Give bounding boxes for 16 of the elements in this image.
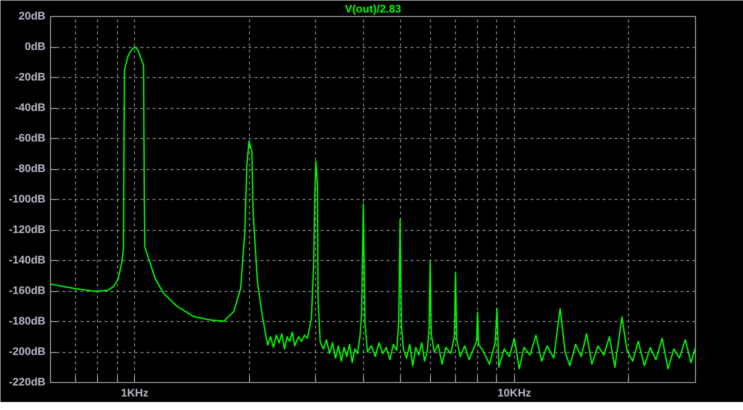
y-tick-label: -180dB	[8, 316, 46, 328]
y-tick-label: -160dB	[8, 285, 46, 297]
y-tick-label: -60dB	[14, 132, 46, 144]
y-tick-label: -200dB	[8, 346, 46, 358]
y-tick-label: -80dB	[14, 163, 46, 175]
y-tick-label: -100dB	[8, 194, 46, 206]
y-tick-label: 0dB	[24, 41, 46, 53]
y-tick-label: 20dB	[18, 10, 46, 22]
y-tick-label: -220dB	[8, 376, 46, 388]
y-tick-label: -140dB	[8, 254, 46, 266]
y-tick-label: -40dB	[14, 102, 46, 114]
chart-title: V(out)/2.83	[344, 4, 402, 16]
x-tick-label: 10KHz	[498, 388, 532, 400]
y-tick-label: -20dB	[14, 72, 46, 84]
y-tick-label: -120dB	[8, 224, 46, 236]
x-tick-label: 1KHz	[120, 388, 149, 400]
